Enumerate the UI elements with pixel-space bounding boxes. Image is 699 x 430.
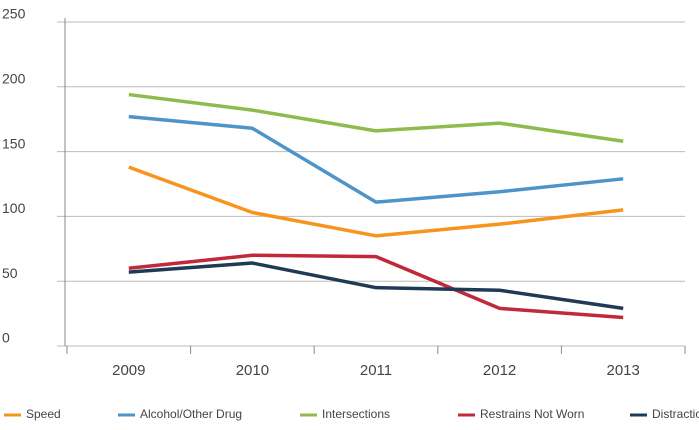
y-tick-label: 50 bbox=[2, 265, 18, 281]
series-line bbox=[128, 92, 624, 143]
y-tick-label: 0 bbox=[2, 330, 10, 346]
legend-label: Intersections bbox=[322, 407, 390, 421]
legend-label: Distractions bbox=[652, 407, 699, 421]
series-line bbox=[128, 114, 624, 204]
x-tick-label: 2011 bbox=[360, 362, 392, 379]
y-tick-label: 100 bbox=[2, 200, 26, 216]
legend-label: Alcohol/Other Drug bbox=[140, 407, 242, 421]
y-tick-label: 200 bbox=[2, 71, 26, 87]
x-tick-label: 2009 bbox=[112, 362, 145, 379]
series-line bbox=[128, 165, 624, 238]
x-tick-label: 2012 bbox=[483, 362, 516, 379]
x-tick-label: 2013 bbox=[607, 362, 640, 379]
series-line bbox=[128, 261, 624, 311]
legend-label: Restrains Not Worn bbox=[480, 407, 584, 421]
x-tick-label: 2010 bbox=[236, 362, 269, 379]
legend-label: Speed bbox=[26, 407, 61, 421]
y-tick-label: 150 bbox=[2, 135, 26, 151]
series-line bbox=[128, 253, 624, 320]
y-tick-label: 250 bbox=[2, 6, 26, 22]
